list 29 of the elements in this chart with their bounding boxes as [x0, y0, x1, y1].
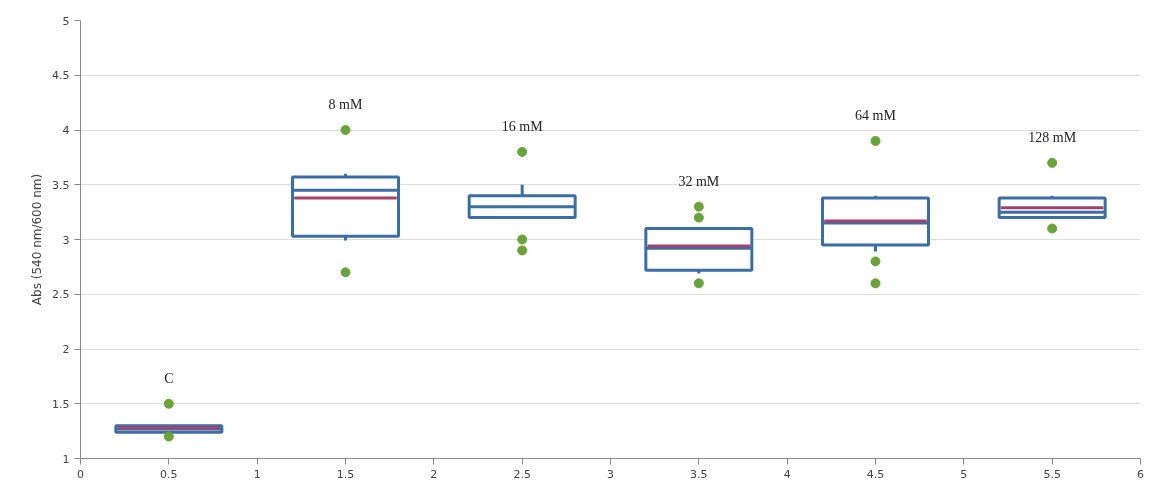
x-tick-label: 2.5 [513, 467, 531, 481]
y-tick-label: 1 [62, 452, 70, 466]
x-tick-label: 3.5 [690, 467, 708, 481]
y-axis-title: Abs (540 nm/600 nm) [30, 173, 45, 306]
x-tick-label: 0 [77, 467, 84, 481]
annotation: 64 mM [855, 107, 897, 123]
annotation: 8 mM [328, 97, 363, 112]
x-tick-label: 1.5 [336, 467, 355, 481]
y-tick-label: 2.5 [52, 288, 70, 302]
y-tick-label: 2 [62, 343, 70, 356]
annotation: C [164, 370, 174, 386]
x-tick-label: 5 [960, 467, 968, 481]
y-tick-label: 3.5 [52, 178, 70, 192]
annotation: 16 mM [501, 118, 544, 134]
x-tick-label: 4.5 [866, 467, 885, 481]
x-tick-label: 4 [783, 467, 791, 481]
x-tick-label: 0.5 [160, 467, 178, 481]
annotation: 128 mM [1028, 129, 1077, 145]
x-tick-label: 5.5 [1043, 467, 1061, 481]
y-tick-label: 3 [62, 233, 70, 247]
annotation: 32 mM [678, 173, 720, 189]
x-tick-label: 2 [430, 467, 438, 481]
x-tick-label: 3 [607, 467, 614, 481]
y-tick-label: 1.5 [52, 397, 70, 411]
x-tick-label: 1 [253, 467, 261, 481]
y-tick-label: 4.5 [52, 69, 70, 83]
y-tick-label: 4 [62, 124, 70, 137]
x-tick-label: 6 [1137, 467, 1144, 481]
y-tick-label: 5 [62, 14, 70, 28]
